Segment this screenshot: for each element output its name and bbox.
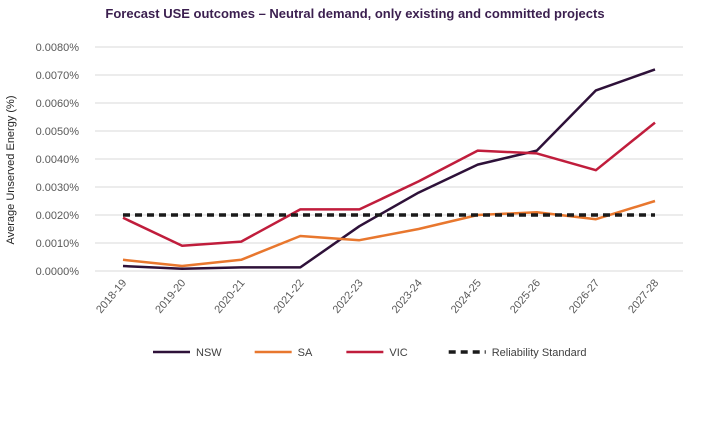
y-tick-label: 0.0070%	[36, 70, 80, 82]
x-axis-ticks: 2018-19 2019-20 2020-21 2021-22 2022-23 2023-…	[94, 277, 661, 316]
x-tick-label: 2019-20	[153, 277, 188, 316]
chart-title: Forecast USE outcomes – Neutral demand, …	[105, 6, 604, 21]
y-axis-label: Average Unserved Energy (%)	[5, 96, 17, 245]
legend-label: Reliability Standard	[492, 347, 587, 359]
x-tick-label: 2021-22	[271, 277, 306, 316]
y-axis-ticks: 0.0000% 0.0010% 0.0020% 0.0030% 0.0040% 0.005…	[36, 42, 80, 278]
legend-label: NSW	[196, 347, 222, 359]
y-tick-label: 0.0010%	[36, 238, 80, 250]
legend-label: VIC	[389, 347, 407, 359]
y-tick-label: 0.0020%	[36, 210, 80, 222]
x-tick-label: 2027-28	[626, 277, 661, 316]
series-line-sa	[122, 199, 656, 268]
y-tick-label: 0.0040%	[36, 154, 80, 166]
y-tick-label: 0.0080%	[36, 42, 80, 54]
series-lines	[122, 68, 656, 271]
legend-label: SA	[298, 347, 313, 359]
y-tick-label: 0.0000%	[36, 266, 80, 278]
series-line-vic	[122, 121, 656, 248]
x-tick-label: 2022-23	[331, 277, 366, 316]
x-tick-label: 2025-26	[508, 277, 543, 316]
x-tick-label: 2020-21	[212, 277, 247, 316]
y-tick-label: 0.0050%	[36, 126, 80, 138]
x-tick-label: 2026-27	[567, 277, 602, 316]
y-tick-label: 0.0030%	[36, 182, 80, 194]
legend: NSW SA VIC Reliability Standard	[153, 347, 586, 359]
gridlines	[95, 46, 683, 272]
series-line-nsw	[122, 68, 656, 271]
y-tick-label: 0.0060%	[36, 98, 80, 110]
x-tick-label: 2018-19	[94, 277, 129, 316]
x-tick-label: 2023-24	[390, 277, 425, 316]
x-tick-label: 2024-25	[449, 277, 484, 316]
